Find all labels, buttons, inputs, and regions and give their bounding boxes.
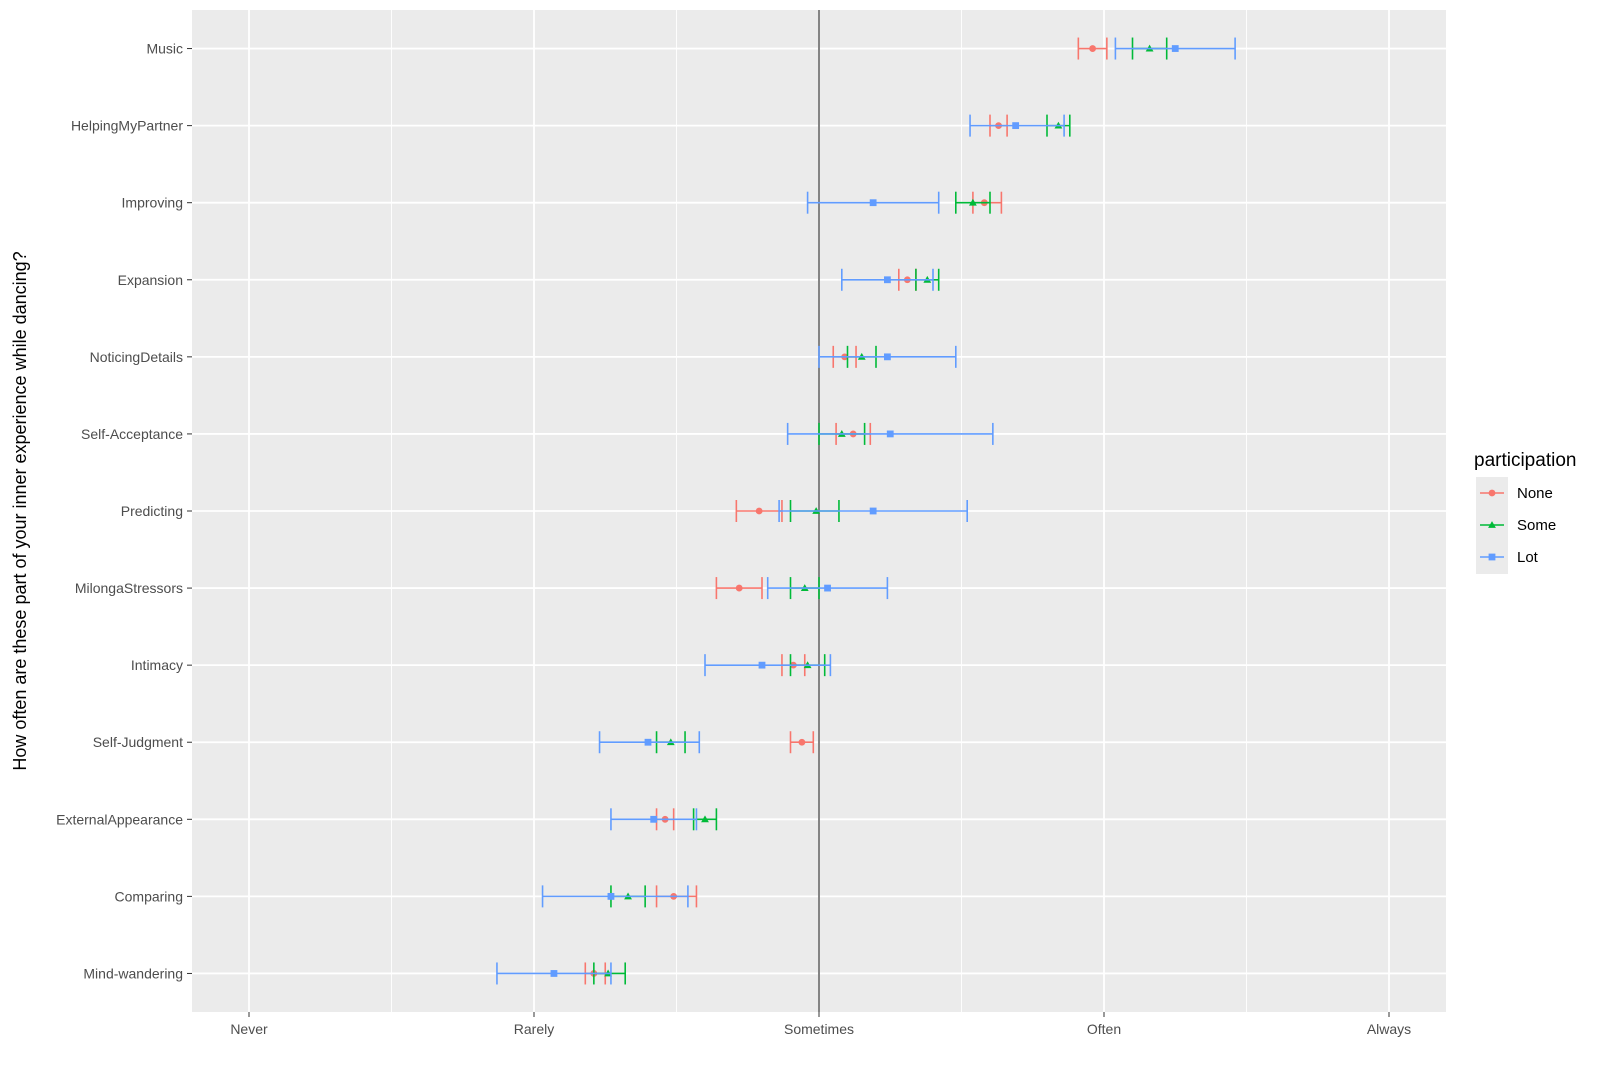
point-none	[735, 584, 743, 592]
legend-key-none	[1488, 489, 1496, 497]
y-tick-label: Predicting	[121, 503, 183, 519]
point-some	[701, 815, 709, 823]
y-tick-label: HelpingMyPartner	[71, 118, 183, 134]
y-tick-label: ExternalAppearance	[56, 811, 183, 827]
point-lot	[884, 353, 891, 361]
point-lot	[650, 815, 658, 823]
x-axis: Never Rarely Sometimes Often Always	[230, 1012, 1411, 1037]
x-tick-label: Often	[1087, 1021, 1121, 1037]
legend-label-none: None	[1517, 485, 1553, 502]
y-tick-label: Music	[146, 41, 183, 57]
legend: participation None Some Lot	[1474, 450, 1576, 574]
y-tick-label: MilongaStressors	[75, 580, 183, 596]
point-lot	[884, 276, 891, 284]
point-lot	[886, 430, 894, 438]
point-lot	[607, 892, 615, 900]
series-lot	[496, 37, 1236, 985]
y-axis-title: How often are these part of your inner e…	[10, 251, 30, 770]
point-none	[755, 507, 763, 515]
point-lot	[1012, 122, 1020, 130]
x-tick-label: Sometimes	[784, 1021, 854, 1037]
point-none	[1089, 45, 1096, 52]
y-tick-label: NoticingDetails	[90, 349, 183, 365]
legend-label-some: Some	[1517, 517, 1556, 534]
y-tick-label: Expansion	[118, 272, 183, 288]
legend-label-lot: Lot	[1517, 549, 1539, 566]
x-tick-label: Rarely	[514, 1021, 554, 1037]
legend-key-lot	[1488, 553, 1496, 561]
point-lot	[869, 507, 877, 515]
y-tick-label: Mind-wandering	[83, 965, 183, 981]
point-some	[968, 198, 977, 206]
point-lot	[1171, 45, 1179, 52]
y-tick-label: Self-Judgment	[93, 734, 183, 750]
point-lot	[550, 970, 558, 977]
y-tick-label: Comparing	[115, 888, 183, 904]
x-tick-label: Always	[1367, 1021, 1411, 1037]
legend-title: participation	[1474, 450, 1576, 471]
data-marks	[496, 37, 1236, 985]
point-lot	[824, 584, 831, 592]
point-lot	[644, 738, 652, 746]
y-tick-label: Self-Acceptance	[81, 426, 183, 442]
point-lot	[869, 199, 877, 207]
y-axis: Music HelpingMyPartner Improving Expansion N…	[56, 41, 192, 981]
point-none	[798, 738, 806, 746]
point-lot	[758, 661, 766, 669]
x-tick-label: Never	[230, 1021, 268, 1037]
legend-key-some	[1488, 521, 1496, 528]
y-tick-label: Improving	[122, 195, 183, 211]
y-tick-label: Intimacy	[131, 657, 183, 673]
